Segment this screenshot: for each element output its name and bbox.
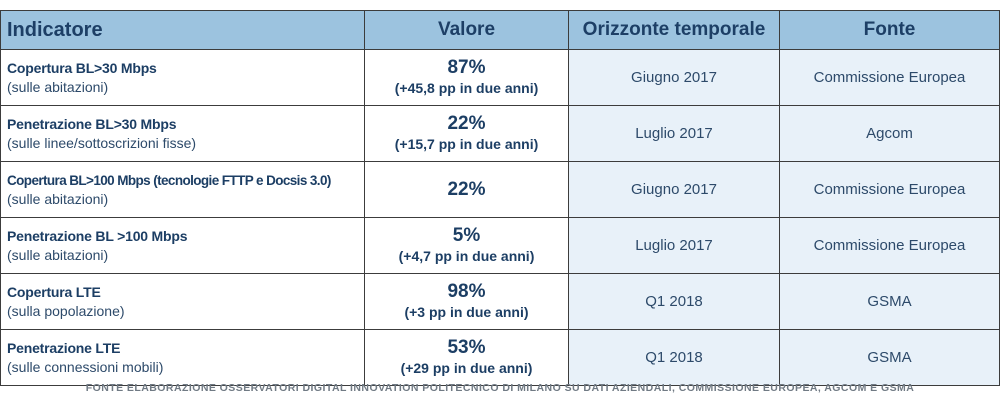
value-cell: 98% (+3 pp in due anni) (364, 273, 569, 330)
indicator-name: Copertura LTE (7, 283, 101, 300)
indicator-cell: Copertura BL>100 Mbps (tecnologie FTTP e… (0, 161, 365, 218)
horizon-cell: Q1 2018 (568, 273, 780, 330)
source-cell: Agcom (779, 105, 1000, 162)
source-cell: GSMA (779, 329, 1000, 386)
value-cell: 53% (+29 pp in due anni) (364, 329, 569, 386)
source-cell: GSMA (779, 273, 1000, 330)
value-cell: 87% (+45,8 pp in due anni) (364, 49, 569, 106)
table-row: Penetrazione BL>30 Mbps (sulle linee/sot… (0, 105, 1000, 162)
table-row: Copertura LTE (sulla popolazione) 98% (+… (0, 273, 1000, 330)
table-row: Penetrazione BL >100 Mbps (sulle abitazi… (0, 217, 1000, 274)
indicator-base: (sulle connessioni mobili) (7, 358, 164, 375)
value-percent: 5% (452, 225, 481, 246)
horizon-cell: Giugno 2017 (568, 49, 780, 106)
source-cell: Commissione Europea (779, 49, 1000, 106)
value-percent: 22% (447, 178, 486, 200)
value-delta: (+4,7 pp in due anni) (398, 248, 535, 264)
indicator-name: Penetrazione BL >100 Mbps (7, 227, 188, 244)
indicator-cell: Penetrazione BL>30 Mbps (sulle linee/sot… (0, 105, 365, 162)
table-row: Penetrazione LTE (sulle connessioni mobi… (0, 329, 1000, 386)
source-cell: Commissione Europea (779, 217, 1000, 274)
table-row: Copertura BL>30 Mbps (sulle abitazioni) … (0, 49, 1000, 106)
indicator-cell: Penetrazione LTE (sulle connessioni mobi… (0, 329, 365, 386)
indicator-table-wrapper: Indicatore Valore Orizzonte temporale Fo… (0, 10, 1000, 386)
value-delta: (+15,7 pp in due anni) (394, 136, 539, 152)
indicator-name: Penetrazione LTE (7, 339, 121, 356)
horizon-cell: Luglio 2017 (568, 217, 780, 274)
value-percent: 53% (447, 337, 486, 358)
indicator-cell: Copertura LTE (sulla popolazione) (0, 273, 365, 330)
value-cell: 22% (364, 161, 569, 218)
value-cell: 22% (+15,7 pp in due anni) (364, 105, 569, 162)
value-delta: (+29 pp in due anni) (400, 360, 533, 376)
indicator-base: (sulle linee/sottoscrizioni fisse) (7, 134, 197, 151)
indicator-name: Penetrazione BL>30 Mbps (7, 115, 177, 132)
indicator-base: (sulle abitazioni) (7, 78, 109, 95)
horizon-cell: Q1 2018 (568, 329, 780, 386)
indicator-cell: Penetrazione BL >100 Mbps (sulle abitazi… (0, 217, 365, 274)
value-delta: (+45,8 pp in due anni) (394, 80, 539, 96)
value-delta: (+3 pp in due anni) (404, 304, 529, 320)
horizon-cell: Giugno 2017 (568, 161, 780, 218)
value-percent: 87% (447, 57, 486, 78)
header-fonte: Fonte (779, 10, 1000, 50)
table-row: Copertura BL>100 Mbps (tecnologie FTTP e… (0, 161, 1000, 218)
indicator-cell: Copertura BL>30 Mbps (sulle abitazioni) (0, 49, 365, 106)
value-cell: 5% (+4,7 pp in due anni) (364, 217, 569, 274)
indicator-name: Copertura BL>30 Mbps (7, 59, 157, 76)
horizon-cell: Luglio 2017 (568, 105, 780, 162)
header-valore: Valore (364, 10, 569, 50)
header-indicatore: Indicatore (0, 10, 365, 50)
source-note: FONTE ELABORAZIONE OSSERVATORI DIGITAL I… (85, 382, 915, 394)
indicator-base: (sulle abitazioni) (7, 190, 109, 207)
indicator-name: Copertura BL>100 Mbps (tecnologie FTTP e… (7, 172, 331, 188)
header-orizzonte: Orizzonte temporale (568, 10, 780, 50)
value-percent: 22% (447, 113, 486, 134)
indicator-base: (sulla popolazione) (7, 302, 125, 319)
indicator-table: Indicatore Valore Orizzonte temporale Fo… (0, 10, 1000, 386)
indicator-base: (sulle abitazioni) (7, 246, 109, 263)
table-header-row: Indicatore Valore Orizzonte temporale Fo… (0, 10, 1000, 50)
value-percent: 98% (447, 281, 486, 302)
source-cell: Commissione Europea (779, 161, 1000, 218)
